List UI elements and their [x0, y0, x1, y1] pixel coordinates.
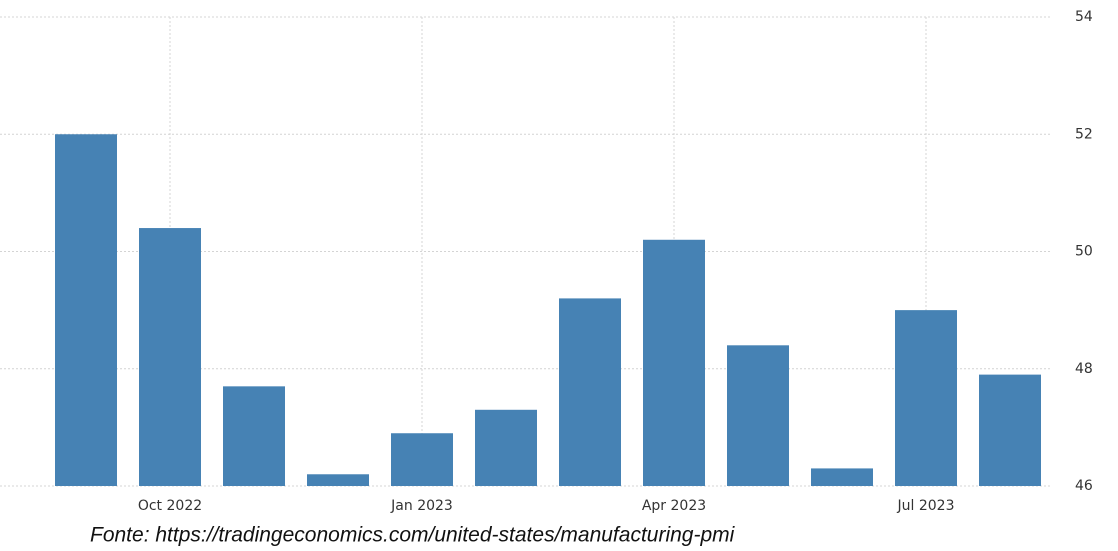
bar — [979, 374, 1041, 486]
bar — [307, 474, 369, 486]
y-tick-label: 46 — [1075, 478, 1093, 494]
bar — [391, 433, 453, 486]
y-tick-label: 50 — [1075, 244, 1093, 260]
bar — [727, 345, 789, 486]
x-tick-label: Jan 2023 — [390, 498, 453, 514]
bar — [811, 468, 873, 486]
source-note: Fonte: https://tradingeconomics.com/unit… — [90, 524, 736, 547]
bar — [559, 298, 621, 486]
x-tick-label: Apr 2023 — [642, 498, 706, 514]
x-tick-label: Jul 2023 — [897, 498, 955, 514]
bar — [55, 134, 117, 486]
bar — [895, 310, 957, 486]
x-tick-label: Oct 2022 — [138, 498, 202, 514]
y-tick-label: 52 — [1075, 126, 1093, 142]
bar — [223, 386, 285, 486]
bar — [139, 228, 201, 487]
y-tick-label: 54 — [1075, 9, 1093, 25]
bar — [475, 409, 537, 486]
y-tick-label: 48 — [1075, 361, 1093, 377]
bar — [643, 239, 705, 486]
